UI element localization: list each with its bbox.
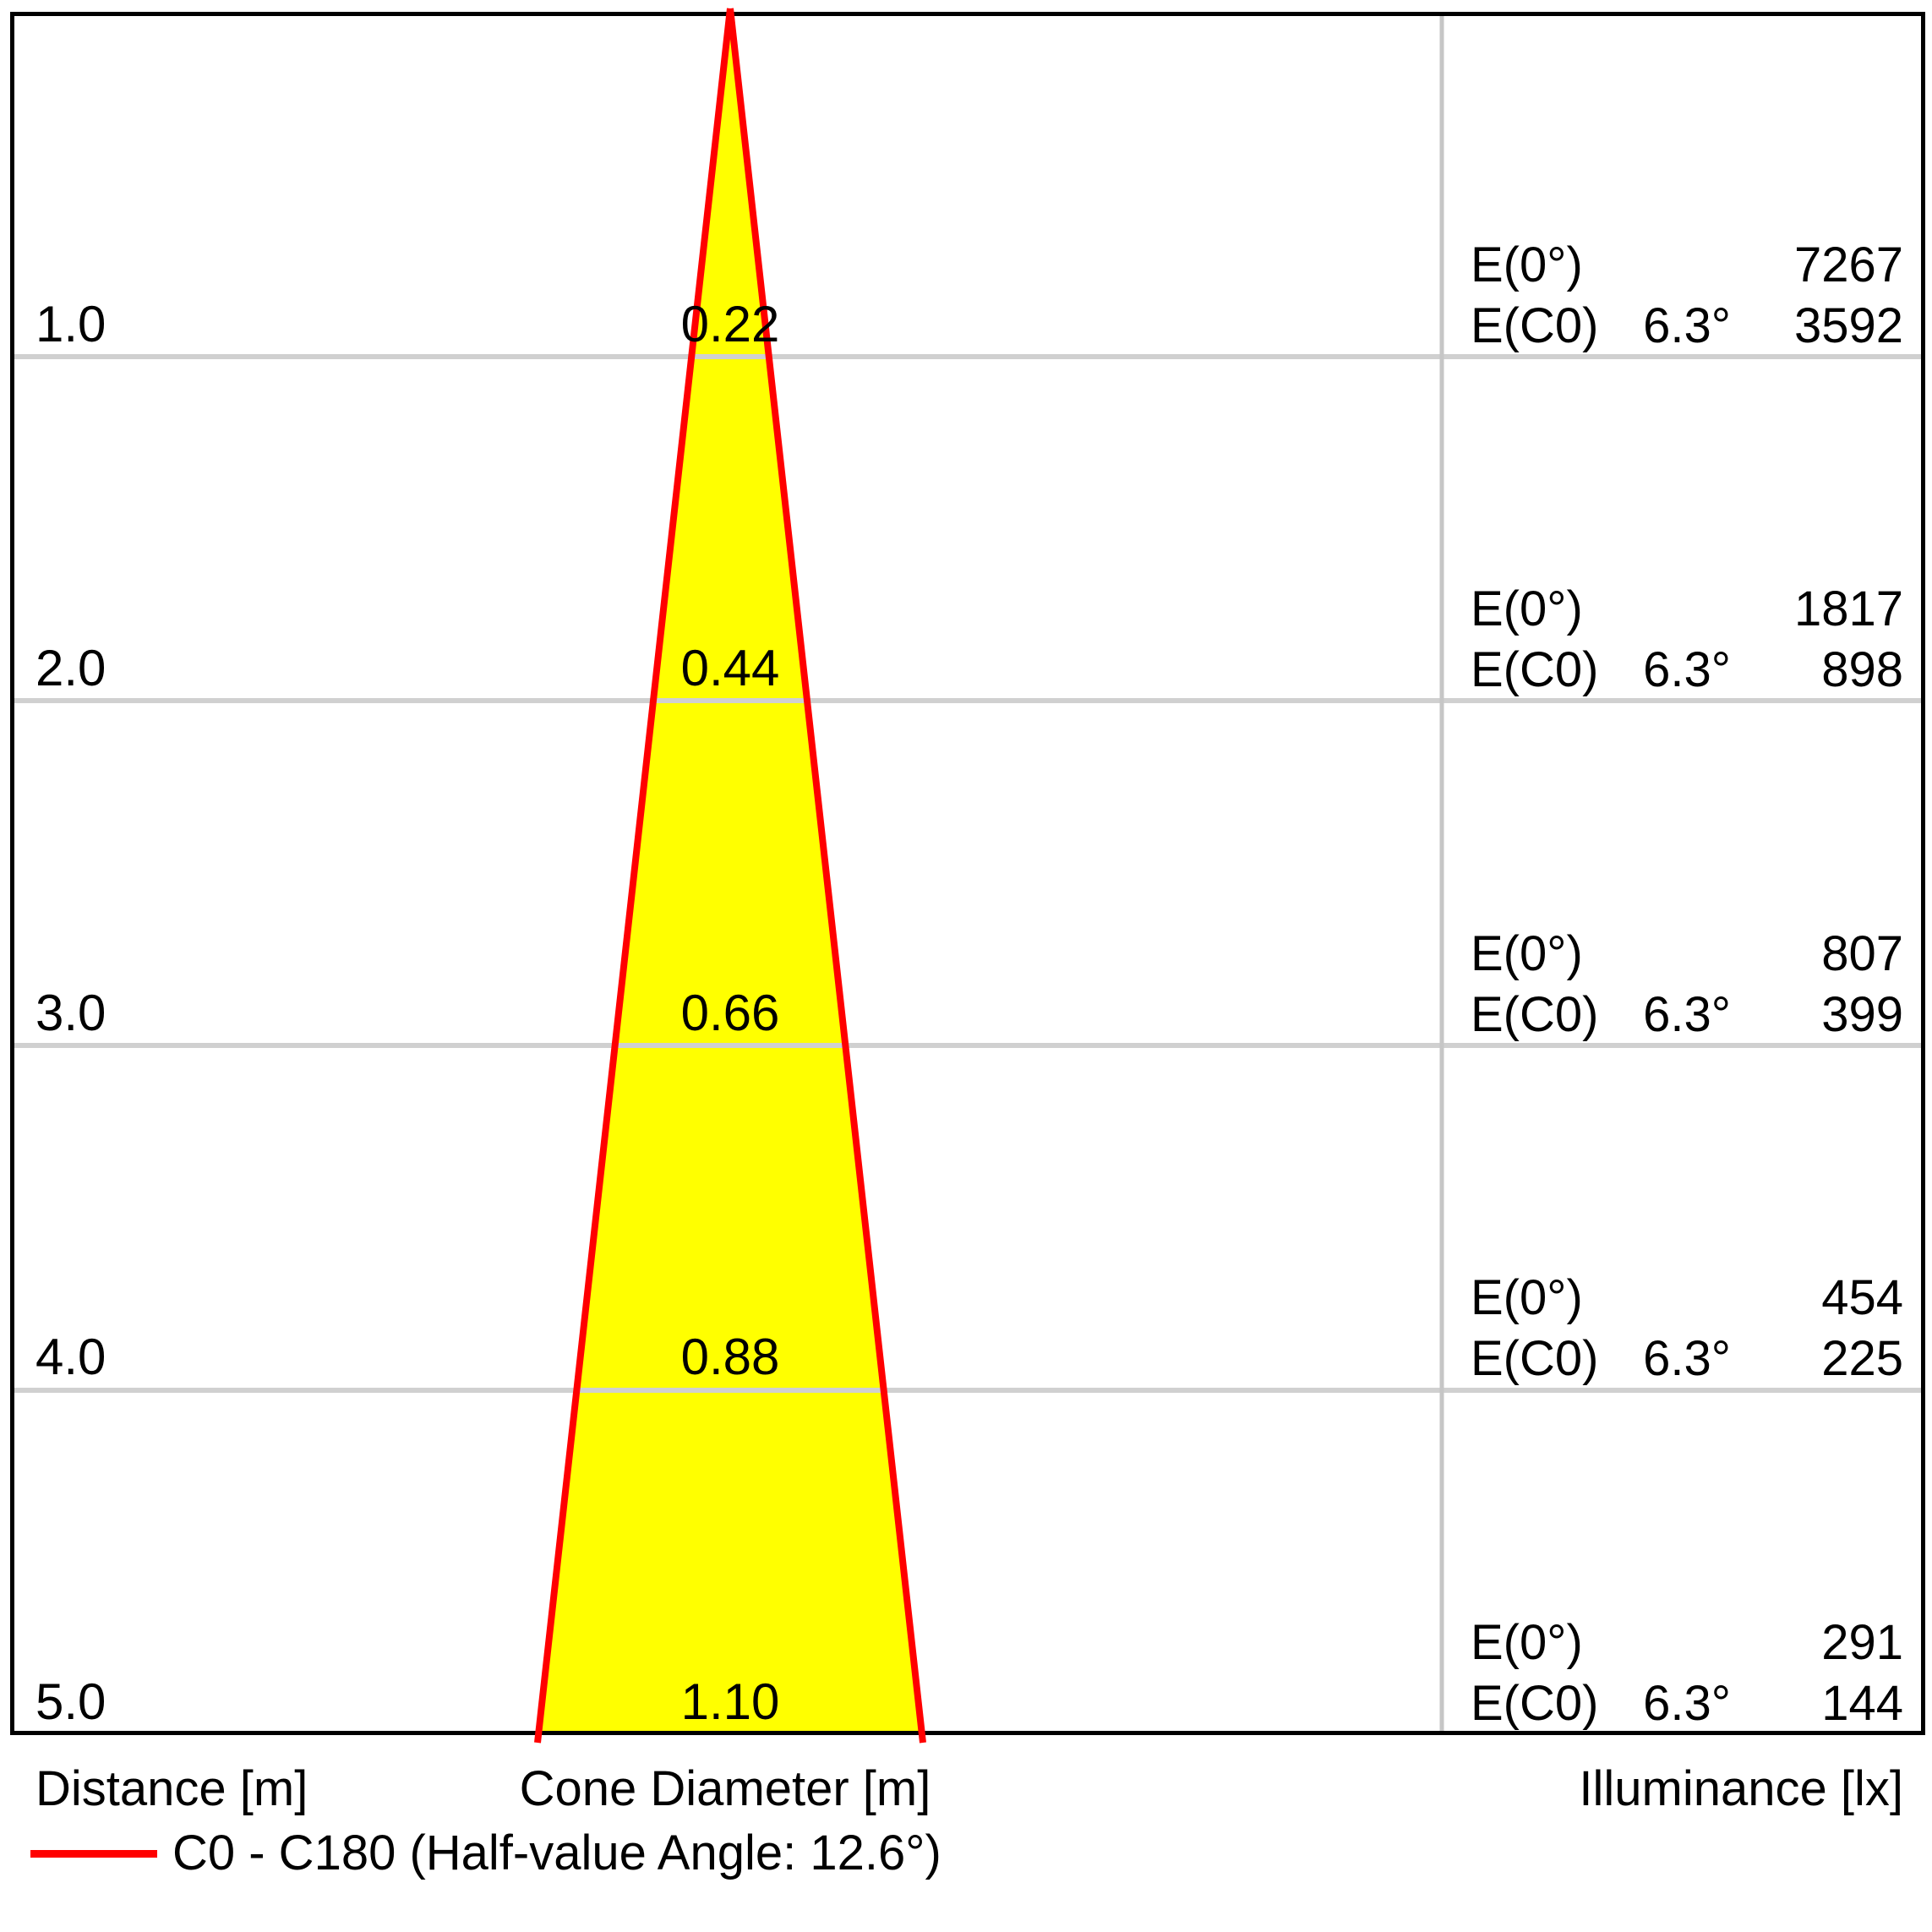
legend: C0 - C180 (Half-value Angle: 12.6°) bbox=[30, 1829, 941, 1878]
light-cone bbox=[538, 12, 922, 1734]
ec0-label: E(C0) bbox=[1471, 1675, 1599, 1731]
e0-line: E(0°) 291 bbox=[1471, 1614, 1903, 1670]
distance-label: 1.0 bbox=[35, 295, 106, 352]
illuminance-block: E(0°) 7267 E(C0) 6.3° 3592 bbox=[1471, 237, 1903, 353]
e0-value: 291 bbox=[1821, 1614, 1903, 1670]
illuminance-block: E(0°) 454 E(C0) 6.3° 225 bbox=[1471, 1273, 1903, 1384]
cone-diameter-label: 0.22 bbox=[680, 295, 780, 352]
ec0-label: E(C0) bbox=[1471, 986, 1599, 1042]
cone-row: 3.0 0.66 E(0°) 807 E(C0) 6.3° 399 bbox=[0, 701, 1932, 1045]
ec0-value: 3592 bbox=[1793, 297, 1903, 353]
cone-row: 4.0 0.88 E(0°) 454 E(C0) 6.3° 225 bbox=[0, 1045, 1932, 1390]
e0-angle-spacer bbox=[1623, 584, 1751, 635]
ec0-angle: 6.3° bbox=[1643, 986, 1731, 1042]
cone-diameter-label: 0.88 bbox=[680, 1329, 780, 1386]
ec0-angle: 6.3° bbox=[1643, 642, 1731, 698]
ec0-value: 399 bbox=[1821, 986, 1903, 1042]
e0-value: 7267 bbox=[1793, 237, 1903, 292]
e0-angle-spacer bbox=[1623, 240, 1751, 291]
distance-label: 3.0 bbox=[35, 984, 106, 1041]
e0-line: E(0°) 454 bbox=[1471, 1273, 1903, 1323]
legend-line-swatch bbox=[30, 1849, 157, 1858]
cone-row: 2.0 0.44 E(0°) 1817 E(C0) 6.3° 898 bbox=[0, 357, 1932, 701]
e0-line: E(0°) 1817 bbox=[1471, 584, 1903, 635]
axis-captions: Distance [m] Cone Diameter [m] Illuminan… bbox=[0, 1734, 1932, 1827]
illuminance-block: E(0°) 1817 E(C0) 6.3° 898 bbox=[1471, 584, 1903, 696]
cone-edge-right bbox=[727, 8, 926, 1744]
e0-angle-spacer bbox=[1623, 1273, 1751, 1323]
cone-diameter-label: 0.44 bbox=[680, 640, 780, 697]
diagram-border bbox=[10, 12, 1925, 1735]
ec0-line: E(C0) 6.3° 144 bbox=[1471, 1678, 1903, 1729]
axis-label-illuminance: Illuminance [lx] bbox=[1579, 1761, 1903, 1816]
e0-label: E(0°) bbox=[1471, 237, 1583, 292]
illuminance-block: E(0°) 291 E(C0) 6.3° 144 bbox=[1471, 1614, 1903, 1729]
ec0-angle: 6.3° bbox=[1643, 297, 1731, 353]
axis-label-cone-diameter: Cone Diameter [m] bbox=[519, 1761, 931, 1816]
ec0-line: E(C0) 6.3° 898 bbox=[1471, 645, 1903, 696]
cone-row: 1.0 0.22 E(0°) 7267 E(C0) 6.3° 3592 bbox=[0, 12, 1932, 357]
ec0-label: E(C0) bbox=[1471, 297, 1599, 353]
axis-label-distance: Distance [m] bbox=[35, 1761, 308, 1816]
distance-label: 5.0 bbox=[35, 1673, 106, 1730]
e0-line: E(0°) 807 bbox=[1471, 925, 1903, 981]
cone-diameter-label: 1.10 bbox=[680, 1673, 780, 1730]
cone-diameter-label: 0.66 bbox=[680, 984, 780, 1041]
e0-line: E(0°) 7267 bbox=[1471, 237, 1903, 292]
distance-label: 4.0 bbox=[35, 1329, 106, 1386]
cone-edge-left bbox=[534, 8, 734, 1744]
distance-gridlines bbox=[12, 354, 1925, 1393]
ec0-angle: 6.3° bbox=[1643, 1331, 1731, 1387]
ec0-value: 144 bbox=[1821, 1675, 1903, 1731]
legend-label: C0 - C180 (Half-value Angle: 12.6°) bbox=[172, 1826, 941, 1880]
e0-label: E(0°) bbox=[1471, 581, 1583, 637]
ec0-angle: 6.3° bbox=[1643, 1675, 1731, 1731]
e0-label: E(0°) bbox=[1471, 925, 1583, 981]
e0-label: E(0°) bbox=[1471, 1614, 1583, 1670]
ec0-value: 225 bbox=[1821, 1331, 1903, 1387]
ec0-value: 898 bbox=[1821, 642, 1903, 698]
ec0-line: E(C0) 6.3° 3592 bbox=[1471, 297, 1903, 353]
distance-label: 2.0 bbox=[35, 640, 106, 697]
e0-angle-spacer bbox=[1623, 929, 1751, 980]
e0-value: 807 bbox=[1821, 925, 1903, 981]
cone-row: 5.0 1.10 E(0°) 291 E(C0) 6.3° 144 bbox=[0, 1389, 1932, 1734]
e0-label: E(0°) bbox=[1471, 1270, 1583, 1326]
ec0-line: E(C0) 6.3° 225 bbox=[1471, 1334, 1903, 1384]
ec0-line: E(C0) 6.3° 399 bbox=[1471, 986, 1903, 1042]
ec0-label: E(C0) bbox=[1471, 1331, 1599, 1387]
e0-value: 454 bbox=[1821, 1270, 1903, 1326]
ec0-label: E(C0) bbox=[1471, 642, 1599, 698]
e0-angle-spacer bbox=[1623, 1618, 1751, 1668]
illuminance-block: E(0°) 807 E(C0) 6.3° 399 bbox=[1471, 925, 1903, 1042]
cone-rows: 1.0 0.22 E(0°) 7267 E(C0) 6.3° 3592 2.0 … bbox=[0, 12, 1932, 1734]
e0-value: 1817 bbox=[1793, 581, 1903, 637]
